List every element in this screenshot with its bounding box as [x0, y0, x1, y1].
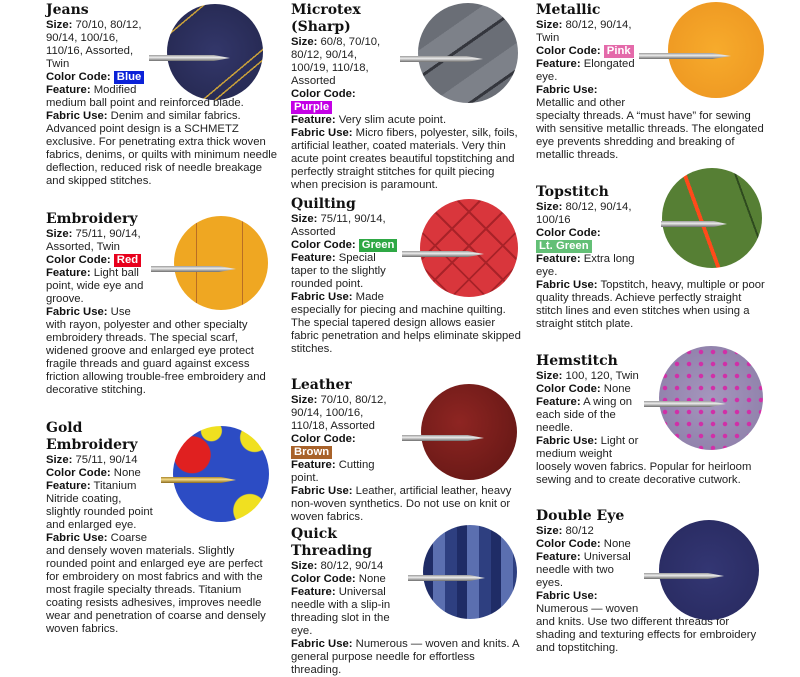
color-code-badge: Purple: [291, 101, 333, 114]
needle-icon: [408, 575, 485, 581]
needle-icon: [402, 435, 484, 441]
needle-icon: [400, 56, 483, 62]
fabric-use-line: Fabric Use: Made especially for piecing …: [291, 291, 521, 355]
needle-icon: [149, 55, 230, 61]
needle-on-metallic-stitch-icon: [668, 2, 764, 98]
needle-title: Microtex (Sharp): [291, 2, 361, 35]
color-code-badge: Brown: [291, 446, 333, 459]
feature-line: Feature: Extra long eye.: [536, 253, 635, 278]
feature-line: Feature: Modified medium ball point and …: [46, 84, 244, 109]
fabric-use-line: Fabric Use: Use with rayon, polyester an…: [46, 306, 266, 396]
size-line: Size: 80/12, 90/14, 100/16: [536, 201, 632, 226]
feature-line: Feature: Cutting point.: [291, 459, 375, 484]
color-code-badge: Pink: [603, 45, 634, 58]
color-code-badge: Red: [113, 254, 142, 267]
needle-icon: [661, 221, 727, 227]
needle-title: Jeans: [46, 2, 89, 18]
fabric-use-line: Fabric Use: Topstitch, heavy, multiple o…: [536, 279, 765, 330]
fabric-use-line: Fabric Use: Micro fibers, polyester, sil…: [291, 127, 518, 191]
size-line: Size: 75/11, 90/14, Assorted: [291, 213, 386, 238]
double-eye-needle-icon: [659, 520, 759, 620]
needle-card-microtex-sharp: Microtex (Sharp) Size: 60/8, 70/10, 80/1…: [291, 2, 523, 192]
needle-icon: [161, 477, 236, 483]
size-line: Size: 80/12: [536, 525, 594, 537]
size-line: Size: 70/10, 80/12, 90/14, 100/16, 110/1…: [291, 394, 387, 432]
fabric-use-line: Fabric Use: Light or medium weight loose…: [536, 435, 752, 486]
color-code-value: None: [358, 573, 386, 585]
needle-icon: [644, 401, 726, 407]
needle-title: Double Eye: [536, 508, 625, 524]
needle-title: Hemstitch: [536, 353, 618, 369]
color-code-line: Color Code: Brown: [291, 433, 356, 459]
needle-on-denim-icon: [167, 4, 263, 100]
feature-line: Feature: Universal needle with a slip-in…: [291, 586, 391, 637]
needle-on-quilt-icon: [420, 199, 518, 297]
color-code-line: Color Code: Green: [291, 239, 523, 252]
color-code-line: Color Code: Purple: [291, 88, 356, 114]
color-code-badge: Green: [358, 239, 398, 252]
size-line: Size: 75/11, 90/14, Assorted, Twin: [46, 228, 141, 253]
needle-title: Topstitch: [536, 184, 609, 200]
needle-card-embroidery: Embroidery Size: 75/11, 90/14, Assorted,…: [46, 211, 278, 397]
needle-icon: [639, 53, 731, 59]
color-code-line: Color Code: None: [536, 383, 631, 395]
feature-line: Feature: Very slim acute point.: [291, 114, 447, 126]
color-code-line: Color Code: None: [46, 467, 141, 479]
feature-line: Feature: Elongated eye.: [536, 58, 635, 83]
needle-card-topstitch: Topstitch Size: 80/12, 90/14, 100/16 Col…: [536, 168, 766, 331]
fabric-use-line: Fabric Use: Coarse and densely woven mat…: [46, 532, 266, 635]
color-code-line: Color Code: Blue: [46, 71, 278, 84]
needle-card-gold-embroidery: Gold Embroidery Size: 75/11, 90/14 Color…: [46, 420, 278, 636]
needle-title: Gold Embroidery: [46, 420, 138, 453]
needle-title: Quick Threading: [291, 526, 373, 559]
size-line: Size: 70/10, 80/12, 90/14, 100/16, 110/1…: [46, 19, 142, 70]
size-line: Size: 80/12, 90/14, Twin: [536, 19, 632, 44]
color-code-value: None: [603, 538, 631, 550]
size-line: Size: 75/11, 90/14: [46, 454, 138, 466]
needle-on-hemstitch-icon: [659, 346, 763, 450]
color-code-value: None: [113, 467, 141, 479]
color-code-value: None: [603, 383, 631, 395]
size-line: Size: 100, 120, Twin: [536, 370, 639, 382]
fabric-use-line: Fabric Use: Denim and similar fabrics. A…: [46, 110, 278, 187]
gold-needle-on-embroidery-icon: [173, 426, 269, 522]
needle-on-leather-icon: [421, 384, 517, 480]
needle-icon: [644, 573, 724, 579]
needle-icon: [151, 266, 236, 272]
fabric-use-line: Fabric Use: Metallic and other specialty…: [536, 84, 764, 161]
needle-card-double-eye: Double Eye Size: 80/12 Color Code: None …: [536, 508, 766, 655]
size-line: Size: 60/8, 70/10, 80/12, 90/14, 100/19,…: [291, 36, 381, 87]
needle-card-quick-threading: Quick Threading Size: 80/12, 90/14 Color…: [291, 525, 523, 677]
size-line: Size: 80/12, 90/14: [291, 560, 384, 572]
fabric-use-line: Fabric Use: Numerous — woven and knits. …: [536, 590, 757, 654]
color-code-badge: Lt. Green: [536, 240, 592, 253]
needle-icon: [402, 251, 484, 257]
needle-on-microfiber-icon: [418, 3, 518, 103]
needle-card-leather: Leather Size: 70/10, 80/12, 90/14, 100/1…: [291, 377, 523, 524]
needle-title: Quilting: [291, 196, 356, 212]
needle-on-topstitch-icon: [662, 168, 762, 268]
needle-title: Leather: [291, 377, 352, 393]
feature-line: Feature: Titanium Nitride coating, sligh…: [46, 480, 153, 531]
needle-card-metallic: Metallic Size: 80/12, 90/14, Twin Color …: [536, 2, 766, 162]
color-code-line: Color Code: Pink: [536, 45, 766, 58]
needle-on-embroidery-icon: [174, 216, 268, 310]
needle-card-jeans: Jeans Size: 70/10, 80/12, 90/14, 100/16,…: [46, 2, 278, 188]
needle-card-hemstitch: Hemstitch Size: 100, 120, Twin Color Cod…: [536, 346, 766, 487]
fabric-use-line: Fabric Use: Numerous — woven and knits. …: [291, 638, 519, 676]
color-code-line: Color Code: None: [291, 573, 386, 585]
feature-line: Feature: A wing on each side of the need…: [536, 396, 633, 434]
feature-line: Feature: Universal needle with two eyes.: [536, 551, 631, 589]
color-code-badge: Blue: [113, 71, 145, 84]
color-code-line: Color Code: None: [536, 538, 631, 550]
needle-title: Metallic: [536, 2, 601, 18]
needle-card-quilting: Quilting Size: 75/11, 90/14, Assorted Co…: [291, 196, 523, 356]
feature-line: Feature: Special taper to the slightly r…: [291, 252, 386, 290]
color-code-line: Color Code: Red: [46, 254, 278, 267]
fabric-use-line: Fabric Use: Leather, artificial leather,…: [291, 485, 512, 523]
feature-line: Feature: Light ball point, wide eye and …: [46, 267, 144, 305]
needle-on-print-fabric-icon: [423, 525, 517, 619]
needle-title: Embroidery: [46, 211, 138, 227]
color-code-line: Color Code: Lt. Green: [536, 227, 601, 253]
